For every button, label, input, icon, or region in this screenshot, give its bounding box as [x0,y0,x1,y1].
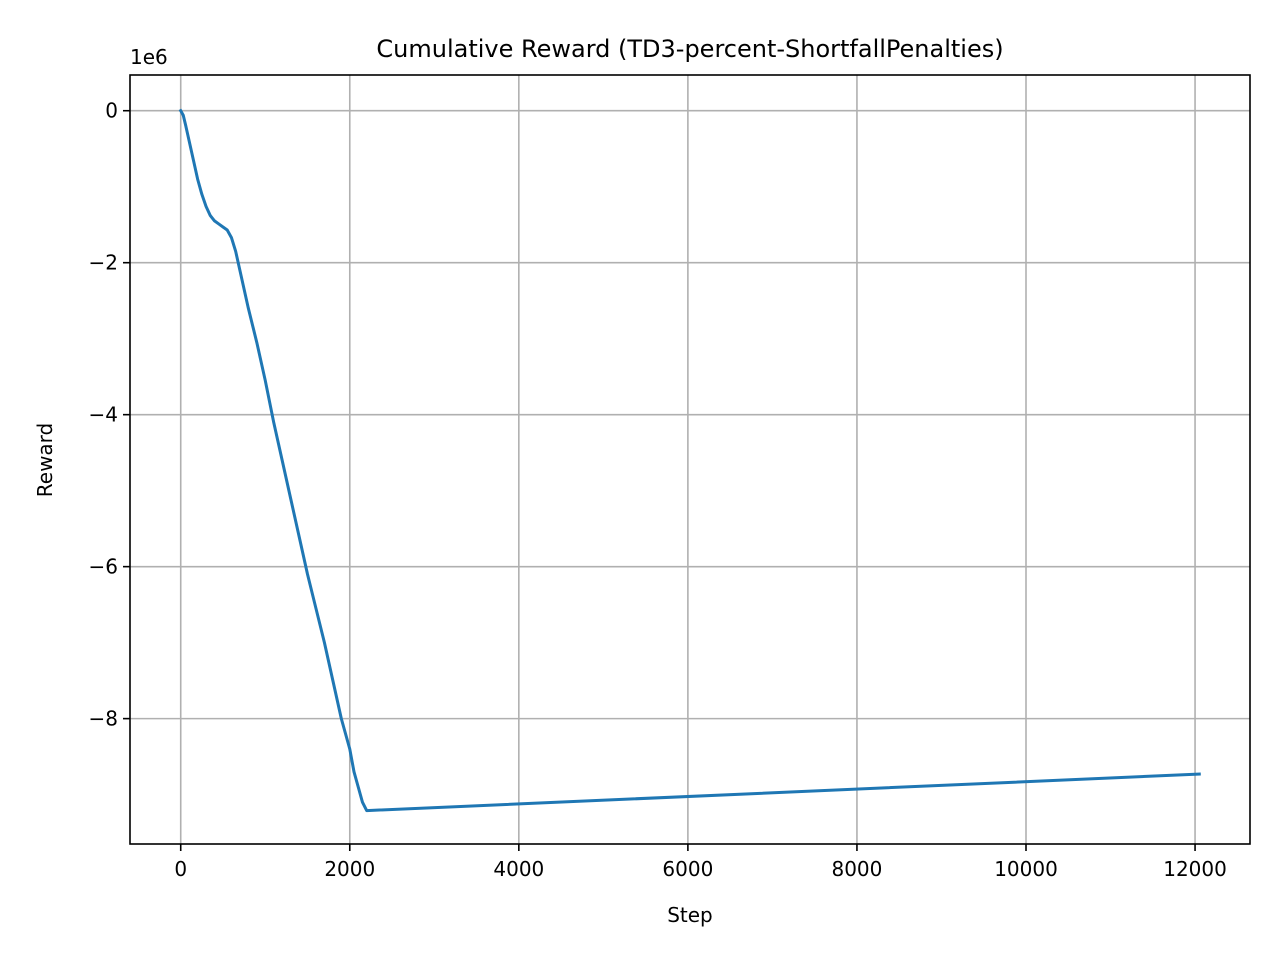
x-tick-label: 10000 [994,857,1058,881]
x-tick-label: 4000 [493,857,544,881]
grid-lines [130,75,1250,844]
y-tick-label: −4 [89,403,118,427]
x-tick-label: 2000 [324,857,375,881]
x-axis-label: Step [667,903,713,927]
y-tick-label: −6 [89,555,118,579]
x-tick-label: 8000 [831,857,882,881]
y-tick-label: 0 [105,99,118,123]
x-tick-label: 6000 [662,857,713,881]
x-tick-label: 12000 [1163,857,1227,881]
y-tick-label: −2 [89,251,118,275]
y-axis-offset-label: 1e6 [130,45,168,69]
y-axis-label: Reward [33,423,57,497]
series-line [178,108,1201,813]
series-layer [178,108,1201,813]
x-tick-label: 0 [174,857,187,881]
y-tick-label: −8 [89,707,118,731]
plot-frame [129,74,1251,845]
chart-title: Cumulative Reward (TD3-percent-Shortfall… [376,35,1003,63]
axis-ticks: 0 2000 4000 6000 8000 10000 12000 0 −2 −4 −6 −8 [89,99,1227,881]
